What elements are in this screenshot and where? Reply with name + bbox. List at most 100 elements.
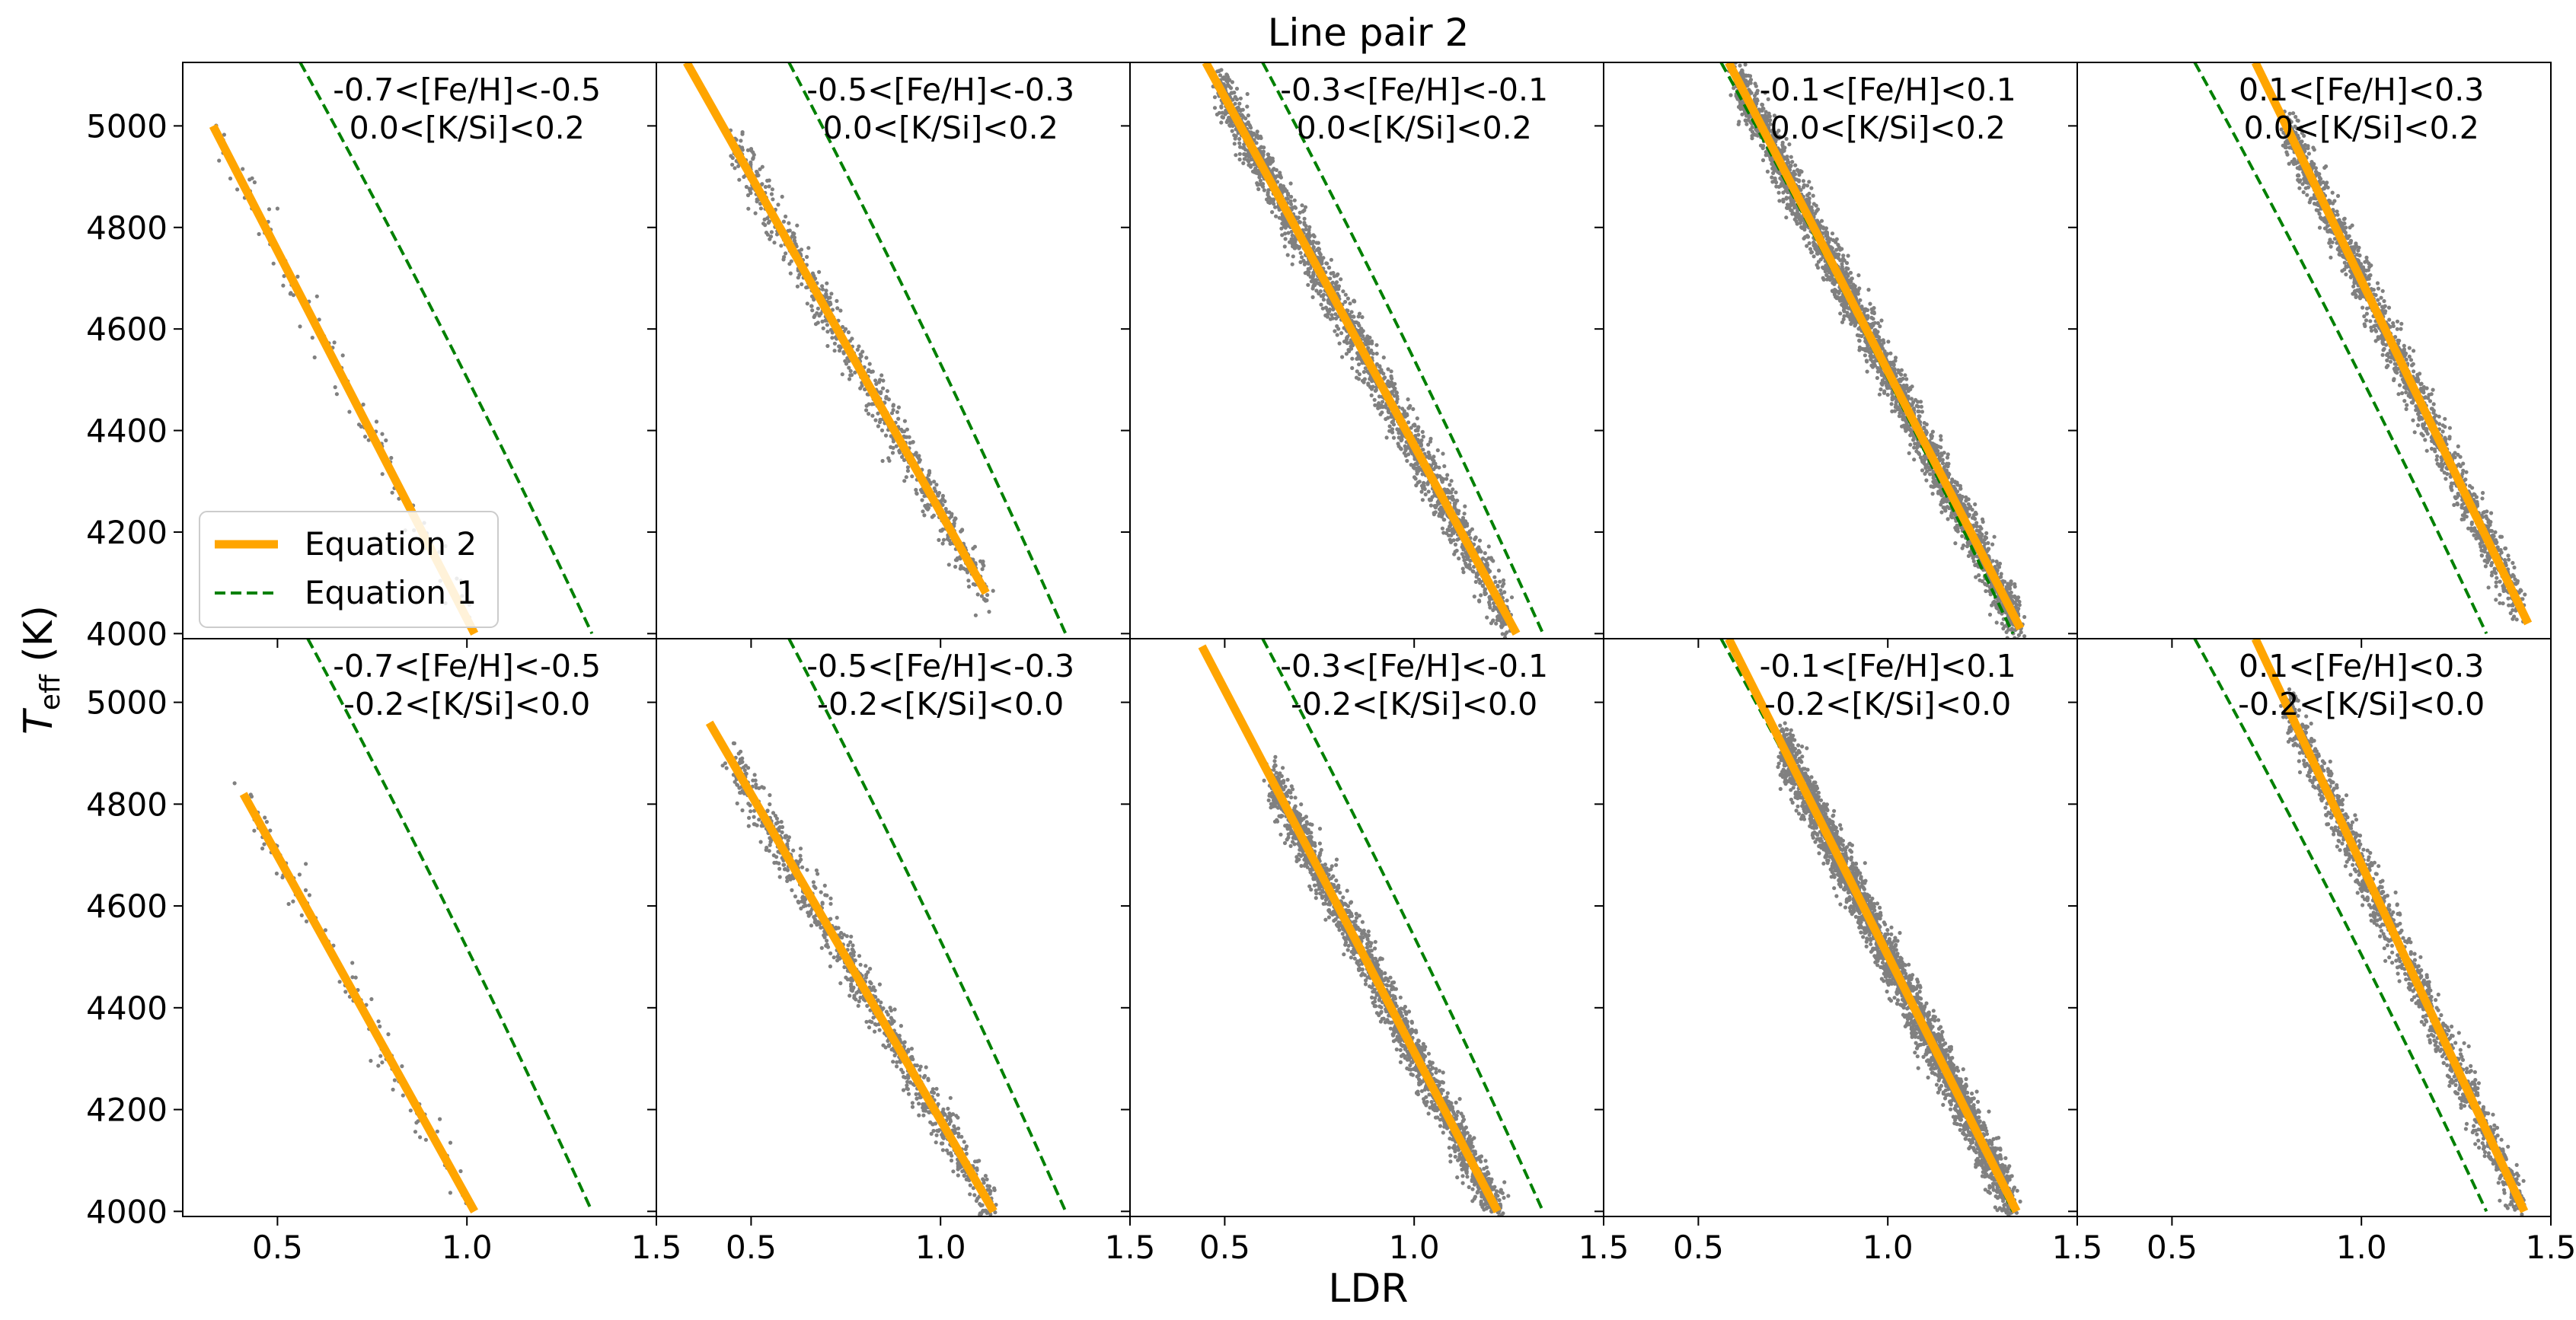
- scatter-point: [1217, 110, 1221, 115]
- scatter-point: [946, 563, 951, 567]
- scatter-point: [1389, 369, 1393, 374]
- scatter-point: [1303, 271, 1307, 276]
- scatter-point: [2022, 640, 2025, 644]
- scatter-point: [1348, 301, 1352, 306]
- scatter-point: [1736, 122, 1741, 126]
- scatter-point: [855, 347, 860, 352]
- scatter-point: [891, 408, 895, 413]
- scatter-point: [1246, 120, 1250, 125]
- scatter-point: [1266, 193, 1270, 197]
- scatter-point: [887, 458, 892, 463]
- scatter-point: [796, 276, 800, 280]
- scatter-point: [363, 435, 368, 439]
- scatter-point: [1432, 493, 1437, 498]
- scatter-point: [1915, 443, 1920, 448]
- scatter-point: [1435, 500, 1440, 505]
- scatter-point: [1467, 563, 1472, 567]
- scatter-point: [1451, 487, 1455, 492]
- scatter-point: [2022, 634, 2027, 639]
- scatter-point: [1212, 95, 1218, 100]
- scatter-point: [1858, 298, 1863, 302]
- scatter-point: [1258, 178, 1263, 183]
- scatter-point: [1413, 433, 1418, 438]
- scatter-point: [1476, 598, 1482, 603]
- scatter-point: [1990, 559, 1995, 563]
- scatter-point: [1890, 391, 1894, 397]
- scatter-point: [979, 594, 984, 598]
- scatter-point: [1334, 316, 1339, 320]
- scatter-point: [1729, 93, 1733, 97]
- scatter-point: [1400, 437, 1404, 442]
- scatter-point: [1856, 273, 1861, 278]
- scatter-point: [981, 560, 985, 564]
- scatter-point: [1914, 449, 1919, 454]
- scatter-point: [1784, 215, 1789, 220]
- scatter-point: [1257, 175, 1262, 180]
- scatter-point: [1981, 540, 1985, 544]
- scatter-point: [281, 283, 286, 288]
- scatter-point: [1908, 442, 1913, 447]
- scatter-point: [1321, 256, 1326, 260]
- scatter-point: [1464, 561, 1468, 566]
- scatter-point: [1439, 478, 1444, 483]
- scatter-point: [1923, 463, 1928, 467]
- scatter-point: [941, 537, 946, 542]
- scatter-point: [1878, 338, 1882, 343]
- scatter-point: [1906, 388, 1910, 394]
- scatter-point: [828, 295, 832, 300]
- scatter-point: [1875, 365, 1880, 370]
- scatter-point: [1879, 387, 1883, 392]
- scatter-point: [1930, 435, 1934, 441]
- scatter-point: [1785, 206, 1789, 210]
- scatter-point: [1466, 555, 1470, 560]
- scatter-point: [1732, 86, 1736, 91]
- scatter-point: [828, 301, 833, 307]
- scatter-point: [1950, 477, 1955, 482]
- scatter-point: [1221, 75, 1227, 80]
- scatter-point: [1830, 231, 1835, 236]
- scatter-point: [1984, 535, 1989, 540]
- scatter-point: [1916, 409, 1920, 414]
- scatter-point: [380, 472, 385, 477]
- scatter-point: [1390, 376, 1394, 381]
- scatter-point: [763, 184, 768, 190]
- scatter-point: [1891, 396, 1895, 400]
- scatter-point: [1920, 468, 1925, 473]
- scatter-point: [1278, 173, 1282, 177]
- scatter-point: [1245, 91, 1250, 97]
- scatter-point: [1357, 362, 1361, 367]
- scatter-point: [1807, 241, 1811, 246]
- scatter-point: [1885, 393, 1890, 397]
- scatter-point: [1339, 277, 1343, 282]
- scatter-point: [879, 391, 883, 396]
- scatter-point: [1314, 289, 1319, 293]
- scatter-point: [911, 440, 915, 445]
- scatter-point: [1387, 410, 1391, 415]
- scatter-point: [1290, 237, 1294, 241]
- scatter-point: [332, 340, 337, 345]
- scatter-point: [1942, 451, 1946, 455]
- scatter-point: [770, 187, 775, 192]
- scatter-point: [1495, 614, 1500, 619]
- scatter-point: [765, 216, 770, 221]
- scatter-point: [1361, 334, 1365, 339]
- scatter-point: [1745, 118, 1750, 123]
- scatter-point: [867, 362, 872, 366]
- scatter-point: [1879, 318, 1884, 323]
- scatter-point: [940, 493, 945, 499]
- scatter-point: [1345, 334, 1350, 340]
- scatter-point: [1246, 113, 1250, 118]
- scatter-point: [1920, 410, 1924, 414]
- scatter-point: [2009, 627, 2014, 631]
- scatter-point: [1930, 492, 1935, 496]
- scatter-point: [2003, 611, 2008, 615]
- scatter-point: [1881, 346, 1885, 351]
- scatter-point: [1280, 233, 1285, 238]
- scatter-point: [1231, 123, 1235, 128]
- equation1-line: [787, 62, 1068, 635]
- scatter-point: [1448, 490, 1452, 495]
- scatter-point: [1811, 202, 1816, 206]
- scatter-point: [876, 380, 882, 384]
- scatter-point: [1834, 240, 1838, 244]
- scatter-point: [1916, 404, 1920, 409]
